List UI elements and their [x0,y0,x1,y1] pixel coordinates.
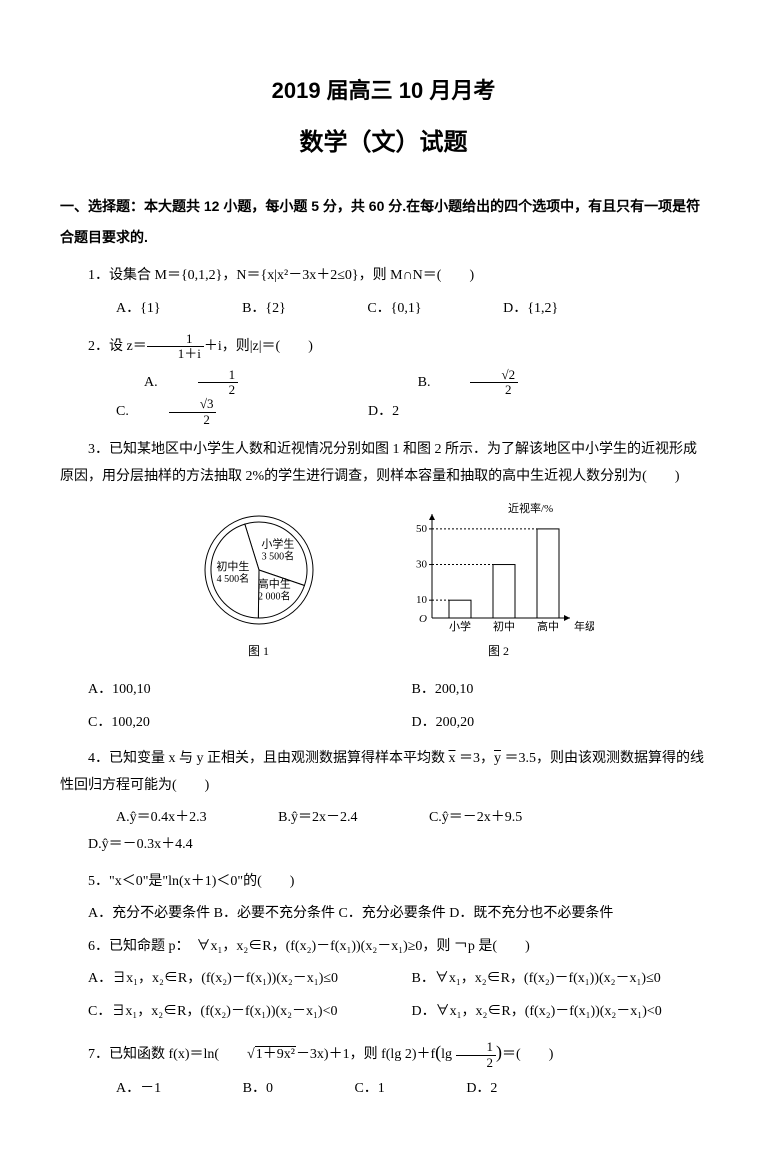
q3-opt-c: C．100,20 [60,710,384,737]
q2-opt-c: C.√32 [60,397,296,427]
pie-chart: 小学生3 500名高中生2 000名 初中生4 500名 [174,500,344,640]
sqrt-icon: 1＋9x² [219,1042,296,1069]
svg-text:3 500名: 3 500名 [261,550,294,563]
q7-opt-a: A．－1 [88,1076,161,1103]
q1-opt-d: D．{1,2} [475,296,558,323]
q2-stem-post: ＋i，则|z|＝( ) [204,339,313,354]
svg-text:近视率/%: 近视率/% [508,501,553,515]
figure-2: 近视率/% 10 30 50 O 小学 初中 高中 年级 图 2 [404,500,594,663]
svg-text:初中: 初中 [493,619,515,633]
q6-opt-c: C．∃x₁，x₂∈R，(f(x₂)－f(x₁))(x₂－x₁)<0 [60,999,384,1026]
q2-opt-b: B.√22 [362,368,598,398]
q3-stem: 3．已知某地区中小学生人数和近视情况分别如图 1 和图 2 所示．为了解该地区中… [60,437,707,490]
svg-text:高中: 高中 [537,619,559,633]
figure-1: 小学生3 500名高中生2 000名 初中生4 500名 图 1 [174,500,344,663]
q3-opt-d: D．200,20 [384,710,708,737]
q4-opt-c: C.ŷ＝－2x＋9.5 [401,805,522,832]
svg-text:4 500名: 4 500名 [216,572,249,585]
exam-title-line2: 数学（文）试题 [60,120,707,166]
svg-text:高中生: 高中生 [257,577,290,591]
q1-opt-c: C．{0,1} [339,296,421,323]
section-instruction: 一、选择题：本大题共 12 小题，每小题 5 分，共 60 分.在每小题给出的四… [60,191,707,253]
q4-opt-d: D.ŷ＝－0.3x＋4.4 [60,832,193,859]
q2-stem-pre: 2．设 z＝ [88,339,147,354]
q1-stem: 1．设集合 M＝{0,1,2}，N＝{x|x²－3x＋2≤0}，则 M∩N＝( … [60,263,707,290]
bar-chart: 近视率/% 10 30 50 O 小学 初中 高中 年级 [404,500,594,640]
figure-1-caption: 图 1 [174,640,344,663]
figure-2-caption: 图 2 [404,640,594,663]
svg-text:年级: 年级 [574,619,594,633]
svg-text:小学: 小学 [449,619,471,633]
figures-row: 小学生3 500名高中生2 000名 初中生4 500名 图 1 近视率/% 10 3… [60,500,707,663]
q2-opt-a: A.12 [88,368,318,398]
q6-stem: 6．已知命题 p： ∀x₁，x₂∈R，(f(x₂)－f(x₁))(x₂－x₁)≥… [60,934,707,961]
q5-options: A．充分不必要条件 B．必要不充分条件 C．充分必要条件 D．既不充分也不必要条… [60,901,707,928]
q7-stem: 7．已知函数 f(x)＝ln(1＋9x²－3x)＋1，则 f(lg 2)＋f(l… [60,1035,707,1070]
svg-text:50: 50 [416,523,428,535]
q2-stem: 2．设 z＝11＋i＋i，则|z|＝( ) [60,332,707,362]
svg-text:初中生: 初中生 [216,559,249,573]
q5-stem: 5．"x＜0"是"ln(x＋1)＜0"的( ) [60,869,707,896]
q3-options: A．100,10 B．200,10 C．100,20 D．200,20 [60,677,707,736]
q1-opt-a: A．{1} [88,296,161,323]
svg-text:O: O [419,613,427,625]
q7-opt-d: D．2 [438,1076,497,1103]
q6-options: A．∃x₁，x₂∈R，(f(x₂)－f(x₁))(x₂－x₁)≤0 B．∀x₁，… [60,966,707,1025]
svg-text:30: 30 [416,559,428,571]
svg-text:10: 10 [416,594,428,606]
q4-opt-b: B.ŷ＝2x－2.4 [250,805,357,832]
q6-opt-d: D．∀x₁，x₂∈R，(f(x₂)－f(x₁))(x₂－x₁)<0 [384,999,708,1026]
q7-options: A．－1 B．0 C．1 D．2 [60,1076,707,1103]
q4-stem: 4．已知变量 x 与 y 正相关，且由观测数据算得样本平均数 x ＝3，y ＝3… [60,746,707,799]
q7-opt-c: C．1 [326,1076,384,1103]
q3-opt-a: A．100,10 [60,677,384,704]
q4-opt-a: A.ŷ＝0.4x＋2.3 [88,805,207,832]
q6-opt-a: A．∃x₁，x₂∈R，(f(x₂)－f(x₁))(x₂－x₁)≤0 [60,966,384,993]
q4-options: A.ŷ＝0.4x＋2.3 B.ŷ＝2x－2.4 C.ŷ＝－2x＋9.5 D.ŷ＝… [60,805,707,858]
q6-opt-b: B．∀x₁，x₂∈R，(f(x₂)－f(x₁))(x₂－x₁)≤0 [384,966,708,993]
q2-frac: 11＋i [147,332,204,362]
q2-opt-d: D．2 [340,399,399,426]
q1-options: A．{1} B．{2} C．{0,1} D．{1,2} [60,296,707,323]
svg-text:小学生: 小学生 [261,537,294,551]
exam-title-line1: 2019 届高三 10 月月考 [60,70,707,112]
q2-options: A.12 B.√22 C.√32 D．2 [60,368,707,427]
q1-opt-b: B．{2} [214,296,286,323]
q7-opt-b: B．0 [215,1076,273,1103]
q3-opt-b: B．200,10 [384,677,708,704]
svg-text:2 000名: 2 000名 [257,590,290,603]
